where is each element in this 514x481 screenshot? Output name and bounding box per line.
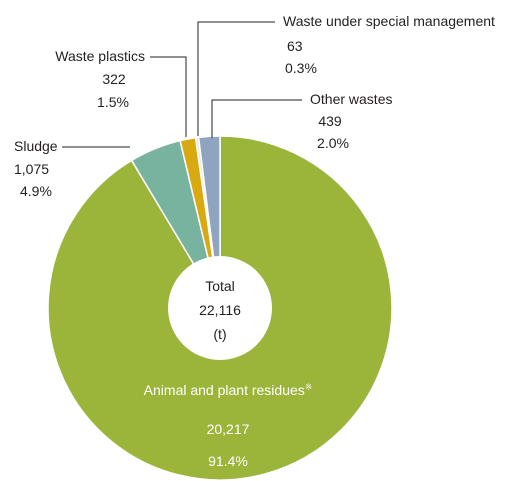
leader-line-waste-plastics (150, 56, 187, 137)
label-other-wastes: Other wastes (310, 91, 392, 107)
value-other-wastes: 439 (318, 113, 342, 129)
value-waste-plastics: 322 (102, 71, 126, 87)
percent-waste-special-management: 0.3% (285, 60, 317, 76)
center-total-value: 22,116 (199, 302, 241, 318)
percent-sludge: 4.9% (20, 183, 52, 199)
footnote-mark: ※ (305, 382, 313, 392)
percent-waste-plastics: 1.5% (97, 94, 129, 110)
leader-line-waste-special-management (197, 21, 275, 136)
label-sludge: Sludge (14, 138, 58, 154)
slice-label-animal-plant-residues: Animal and plant residues※ (144, 382, 313, 398)
label-waste-special-management: Waste under special management (283, 13, 495, 29)
slice-value-animal-plant-residues: 20,217 (207, 421, 250, 437)
center-unit: (t) (213, 326, 226, 342)
percent-other-wastes: 2.0% (317, 135, 349, 151)
donut-hole (168, 256, 272, 360)
center-title: Total (205, 278, 235, 294)
leader-line-other-wastes (211, 99, 302, 138)
slice-percent-animal-plant-residues: 91.4% (208, 453, 248, 469)
label-waste-plastics: Waste plastics (55, 48, 145, 64)
value-sludge: 1,075 (14, 161, 49, 177)
value-waste-special-management: 63 (287, 38, 303, 54)
